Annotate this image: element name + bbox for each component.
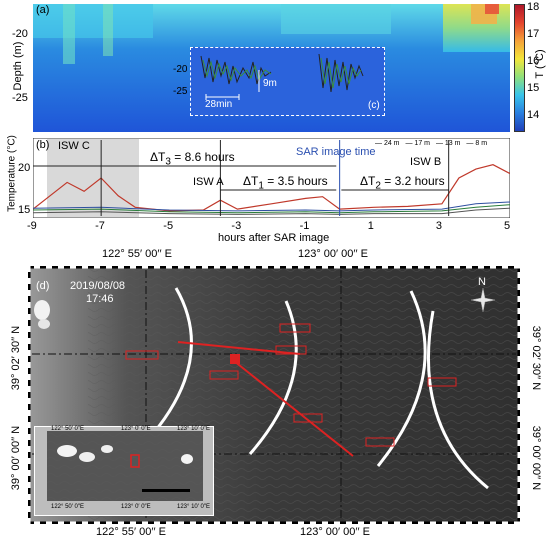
inset-lon-2: 123° 0′ 0″E — [121, 426, 151, 432]
inset-lon-4: 122° 50′ 0″E — [51, 504, 85, 510]
inset-c-ytick-2: -25 — [173, 86, 188, 97]
panel-a-letter: (a) — [36, 4, 50, 16]
colorbar-tick-4: 15 — [527, 82, 540, 94]
legend-item-8m: — 8 m — [466, 140, 488, 147]
compass-icon — [471, 288, 495, 312]
right-lat-2: 39° 00′ 00′′ N — [530, 425, 542, 491]
panel-d: 122° 55′ 00′′ E 123° 00′ 00′′ E 39° 02′ … — [0, 246, 550, 542]
legend-item-24m: — 24 m — [375, 140, 400, 147]
annot-dt2: ΔT2 = 3.2 hours — [360, 174, 445, 192]
right-lat-1: 39° 02′ 30′′ N — [530, 325, 542, 391]
annot-dt3: ΔT3 = 8.6 hours — [150, 150, 235, 168]
panel-b-xtick: 3 — [435, 220, 442, 232]
north-label: N — [478, 276, 486, 288]
panel-b-ylabel: Temperature (°C) — [6, 135, 18, 212]
colorbar-tick-3: 16 — [527, 55, 540, 67]
annot-dt1: ΔT1 = 3.5 hours — [243, 174, 328, 192]
colorbar-tick-1: 18 — [527, 1, 540, 13]
panel-b-chart — [33, 138, 510, 218]
annot-isw-b: ISW B — [410, 156, 442, 168]
panel-a-ytick-2: -25 — [12, 92, 28, 104]
inset-map: 122° 50′ 0″E 123° 0′ 0″E 123° 10′ 0″E 12… — [34, 426, 214, 516]
panel-b-ytick-2: 15 — [18, 204, 31, 216]
panel-a-ytick-1: -20 — [12, 28, 28, 40]
annot-sar-time: SAR image time — [296, 146, 376, 158]
top-lon-2: 123° 00′ 00′′ E — [298, 248, 368, 260]
legend-item-13m: — 13 m — [435, 140, 461, 147]
inset-c-traces — [200, 53, 364, 100]
series-line-24m — [33, 207, 510, 215]
annot-isw-c: ISW C — [58, 140, 90, 152]
inset-lon-1: 122° 50′ 0″E — [51, 426, 85, 432]
top-lon-1: 122° 55′ 00′′ E — [102, 248, 172, 260]
annot-isw-a: ISW A — [193, 176, 224, 188]
panel-b-letter: (b) — [36, 139, 50, 151]
panel-a: Depth (m) -20 -25 (a) — [0, 0, 550, 133]
inset-c-scale-time: 28min — [205, 99, 233, 110]
sar-date: 2019/08/08 — [70, 280, 126, 292]
panel-a-heatmap — [33, 4, 510, 132]
bottom-lon-2: 123° 00′ 00′′ E — [300, 526, 370, 538]
left-lat-2: 39° 00′ 00′′ N — [10, 425, 22, 491]
panel-b-xlabel: hours after SAR image — [218, 232, 330, 244]
series-line-13m — [33, 201, 510, 212]
panel-b: Temperature (°C) 20 15 (b) — 24 m — 17 m… — [0, 134, 550, 246]
series-line-8m — [33, 164, 510, 212]
sar-time: 17:46 — [86, 293, 114, 305]
inset-lon-5: 123° 0′ 0″E — [121, 504, 151, 510]
panel-b-xtick: -1 — [299, 220, 310, 232]
panel-b-xtick: 5 — [504, 220, 511, 232]
panel-b-xtick: -7 — [95, 220, 105, 232]
panel-b-xtick: 1 — [367, 220, 374, 232]
inset-c-letter: (c) — [368, 100, 380, 111]
colorbar-tick-2: 17 — [527, 28, 540, 40]
inset-c: -20 -25 28min 9m (c) — [173, 47, 385, 116]
isw-c-shading — [47, 139, 139, 217]
panel-b-xtick: -9 — [27, 220, 37, 232]
colorbar-tick-5: 14 — [527, 109, 540, 121]
inset-c-scale-depth: 9m — [263, 78, 277, 89]
panel-b-xtick: -5 — [163, 220, 174, 232]
inset-lon-6: 123° 10′ 0″E — [177, 504, 211, 510]
legend-item-17m: — 17 m — [405, 140, 430, 147]
colorbar-label: T (°C) — [534, 49, 546, 79]
panel-b-xtick: -3 — [231, 220, 242, 232]
panel-d-letter: (d) — [36, 280, 50, 292]
inset-map-image — [47, 431, 203, 501]
panel-b-xticks: -9 -7 -5 -3 -1 1 3 5 — [27, 220, 511, 234]
bottom-lon-1: 122° 55′ 00′′ E — [96, 526, 166, 538]
inset-c-ytick-1: -20 — [173, 64, 188, 75]
inset-lon-3: 123° 10′ 0″E — [177, 426, 211, 432]
panel-b-ytick-1: 20 — [18, 162, 31, 174]
colorbar — [514, 4, 525, 132]
panel-b-legend: — 24 m — 17 m — 13 m — 8 m — [375, 140, 487, 147]
series-line-17m — [33, 204, 510, 214]
left-lat-1: 39° 02′ 30′′ N — [10, 325, 22, 391]
north-arrow: N — [468, 276, 498, 316]
